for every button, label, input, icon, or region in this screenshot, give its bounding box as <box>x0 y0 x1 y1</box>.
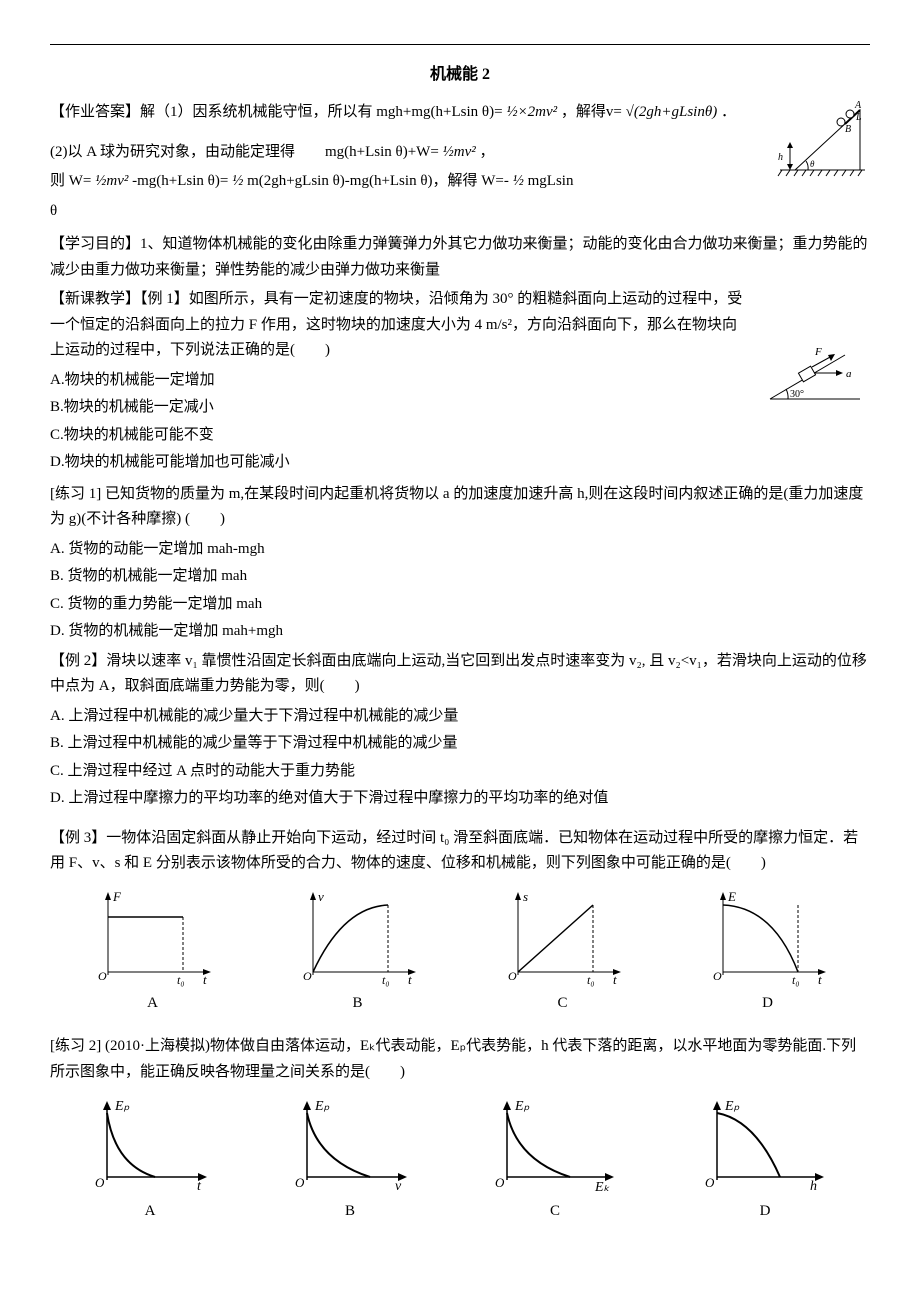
prac1-opt-b: B. 货物的机械能一定增加 mah <box>50 564 870 590</box>
prac2-graphs: O Eₚ t A O Eₚ v B O Eₚ Eₖ C <box>50 1095 870 1225</box>
svg-text:t: t <box>408 972 412 987</box>
hw-text: (2)以 A 球为研究对象，由动能定理得 mg(h+Lsin θ)+W= <box>50 144 439 160</box>
svg-text:t₀: t₀ <box>587 973 595 987</box>
ex2-opt-c: C. 上滑过程中经过 A 点时的动能大于重力势能 <box>50 759 870 785</box>
svg-text:t: t <box>818 972 822 987</box>
svg-text:Eₚ: Eₚ <box>114 1099 130 1114</box>
svg-text:O: O <box>705 1175 715 1190</box>
svg-text:θ: θ <box>810 159 815 169</box>
svg-text:Eₚ: Eₚ <box>724 1099 740 1114</box>
ex1-opt-d: D.物块的机械能可能增加也可能减小 <box>50 450 870 476</box>
svg-text:s: s <box>523 889 528 904</box>
hw-text: 则 W= <box>50 173 91 189</box>
graph-label: B <box>345 1203 355 1219</box>
svg-text:Eₖ: Eₖ <box>594 1180 611 1195</box>
hw-line1: 【作业答案】解（1）因系统机械能守恒，所以有 mgh+mg(h+Lsin θ)=… <box>50 100 870 126</box>
svg-text:h: h <box>810 1179 817 1194</box>
graph-label: C <box>550 1203 560 1219</box>
prac2-graph-c: O Eₚ Eₖ C <box>485 1095 625 1225</box>
svg-text:Eₚ: Eₚ <box>314 1099 330 1114</box>
graph-label: B <box>352 995 362 1011</box>
svg-text:O: O <box>295 1175 305 1190</box>
hw-text: mgLsin <box>528 173 574 189</box>
svg-text:t: t <box>613 972 617 987</box>
svg-text:Eₚ: Eₚ <box>514 1099 530 1114</box>
prac2-graph-d: O Eₚ h D <box>695 1095 835 1225</box>
page-title: 机械能 2 <box>50 61 870 88</box>
hw-text: -mg(h+Lsin θ)= <box>132 173 232 189</box>
ex2-opt-b: B. 上滑过程中机械能的减少量等于下滑过程中机械能的减少量 <box>50 731 870 757</box>
ex3-graph-b: O v t₀ t B <box>293 887 423 1017</box>
svg-text:t₀: t₀ <box>177 973 185 987</box>
svg-text:v: v <box>395 1179 402 1194</box>
hw-text: ，解得v= <box>561 104 622 120</box>
prac2-graph-b: O Eₚ v B <box>285 1095 415 1225</box>
top-rule <box>50 44 870 45</box>
svg-text:O: O <box>303 969 312 983</box>
ex2-opt-d: D. 上滑过程中摩擦力的平均功率的绝对值大于下滑过程中摩擦力的平均功率的绝对值 <box>50 786 870 812</box>
prac1-opt-c: C. 货物的重力势能一定增加 mah <box>50 592 870 618</box>
svg-text:O: O <box>95 1175 105 1190</box>
graph-label: A <box>145 1203 156 1219</box>
hw-line3: 则 W= ½mv² -mg(h+Lsin θ)= ½ m(2gh+gLsin θ… <box>50 169 870 195</box>
ex3-graphs: O F t₀ t A O v t₀ t B O <box>50 887 870 1017</box>
graph-label: C <box>557 995 567 1011</box>
hw-formula: ½ <box>513 173 524 189</box>
ex1-opt-b: B.物块的机械能一定减小 <box>50 395 870 421</box>
graph-label: D <box>760 1203 771 1219</box>
svg-text:L: L <box>855 112 862 123</box>
hw-formula: √(2gh+gLsinθ) <box>626 104 718 120</box>
graph-label: D <box>762 995 773 1011</box>
prac2-graph-a: O Eₚ t A <box>85 1095 215 1225</box>
svg-text:E: E <box>727 889 736 904</box>
ex2-stem: 【例 2】滑块以速率 v₁ 靠惯性沿固定长斜面由底端向上运动,当它回到出发点时速… <box>50 649 870 700</box>
svg-text:a: a <box>846 368 852 380</box>
hw-formula: ½×2mv² <box>506 104 557 120</box>
prac2-stem: [练习 2] (2010·上海模拟)物体做自由落体运动，Eₖ代表动能，Eₚ代表势… <box>50 1034 870 1085</box>
prac1-opt-a: A. 货物的动能一定增加 mah-mgh <box>50 537 870 563</box>
svg-text:t: t <box>197 1179 202 1194</box>
svg-text:v: v <box>318 889 324 904</box>
learning-goal: 【学习目的】1、知道物体机械能的变化由除重力弹簧弹力外其它力做功来衡量；动能的变… <box>50 232 870 283</box>
svg-text:t₀: t₀ <box>382 973 390 987</box>
svg-text:F: F <box>112 889 122 904</box>
prac1-opt-d: D. 货物的机械能一定增加 mah+mgh <box>50 619 870 645</box>
hw-text: 【作业答案】解（1）因系统机械能守恒，所以有 mgh+mg(h+Lsin θ)= <box>50 104 506 120</box>
incline-diagram-1: A L B h θ <box>770 100 870 180</box>
svg-text:A: A <box>854 100 862 111</box>
incline-diagram-2: F a 30° <box>760 347 870 407</box>
hw-formula: ½ <box>232 173 243 189</box>
svg-text:B: B <box>845 124 851 135</box>
ex3-graph-a: O F t₀ t A <box>88 887 218 1017</box>
svg-text:O: O <box>495 1175 505 1190</box>
graph-label: A <box>147 995 158 1011</box>
svg-text:O: O <box>508 969 517 983</box>
ex1-opt-a: A.物块的机械能一定增加 <box>50 368 870 394</box>
ex3-stem: 【例 3】一物体沿固定斜面从静止开始向下运动，经过时间 t₀ 滑至斜面底端．已知… <box>50 826 870 877</box>
svg-text:F: F <box>814 347 822 358</box>
svg-text:O: O <box>713 969 722 983</box>
svg-text:30°: 30° <box>790 389 804 400</box>
svg-text:h: h <box>778 152 783 163</box>
ex2-opt-a: A. 上滑过程中机械能的减少量大于下滑过程中机械能的减少量 <box>50 704 870 730</box>
hw-text: ． <box>721 104 736 120</box>
hw-text: ， <box>480 144 495 160</box>
ex1-stem: 【新课教学】【例 1】如图所示，具有一定初速度的物块，沿倾角为 30° 的粗糙斜… <box>50 287 870 364</box>
ex3-graph-c: O s t₀ t C <box>498 887 628 1017</box>
hw-line2: (2)以 A 球为研究对象，由动能定理得 mg(h+Lsin θ)+W= ½mv… <box>50 140 870 166</box>
hw-text: m(2gh+gLsin θ)-mg(h+Lsin θ)，解得 W=- <box>247 173 509 189</box>
hw-formula: ½mv² <box>443 144 476 160</box>
svg-text:t₀: t₀ <box>792 973 800 987</box>
svg-text:O: O <box>98 969 107 983</box>
prac1-stem: [练习 1] 已知货物的质量为 m,在某段时间内起重机将货物以 a 的加速度加速… <box>50 482 870 533</box>
svg-text:t: t <box>203 972 207 987</box>
ex3-graph-d: O E t₀ t D <box>703 887 833 1017</box>
hw-formula: ½mv² <box>95 173 128 189</box>
ex1-opt-c: C.物块的机械能可能不变 <box>50 423 870 449</box>
hw-line4: θ <box>50 199 870 225</box>
